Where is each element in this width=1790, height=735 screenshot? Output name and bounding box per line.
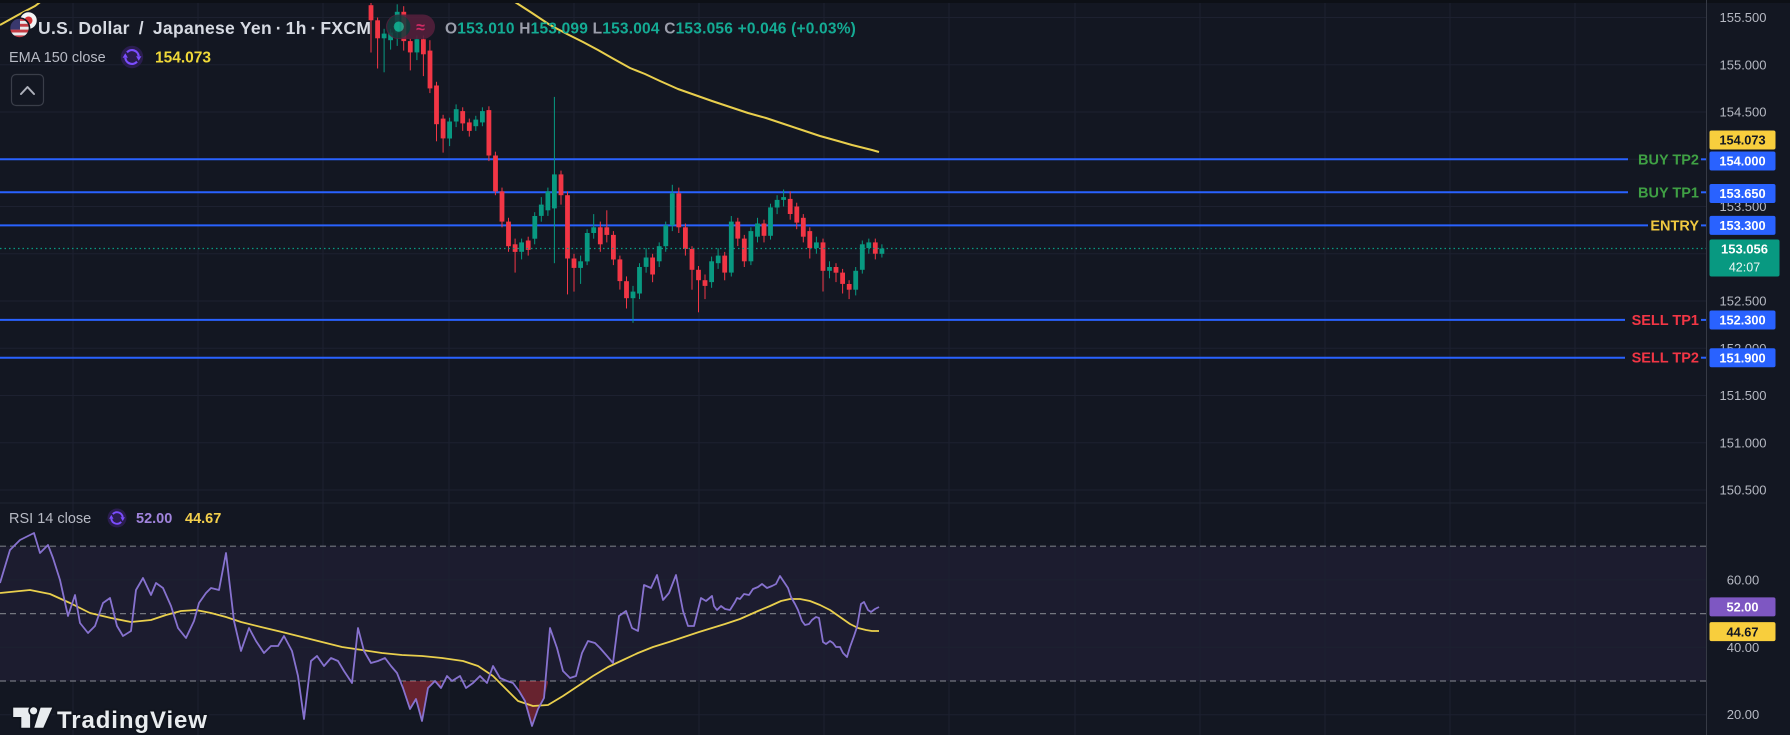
svg-text:52.00: 52.00: [136, 511, 172, 527]
svg-text:ENTRY: ENTRY: [1650, 218, 1699, 234]
svg-text:RSI 14 close: RSI 14 close: [9, 511, 91, 527]
svg-text:150.500: 150.500: [1720, 483, 1767, 498]
svg-text:44.67: 44.67: [1726, 624, 1758, 639]
svg-text:BUY TP2: BUY TP2: [1638, 152, 1699, 168]
svg-text:BUY TP1: BUY TP1: [1638, 185, 1699, 201]
svg-text:O153.010 H153.099 L153.004 C15: O153.010 H153.099 L153.004 C153.056 +0.0…: [445, 21, 856, 38]
svg-text:42:07: 42:07: [1729, 261, 1760, 275]
svg-text:EMA 150 close: EMA 150 close: [9, 50, 106, 66]
svg-text:154.000: 154.000: [1719, 154, 1765, 169]
svg-text:44.67: 44.67: [185, 511, 221, 527]
svg-text:151.500: 151.500: [1720, 388, 1767, 403]
svg-text:60.00: 60.00: [1727, 572, 1760, 587]
svg-text:151.900: 151.900: [1719, 350, 1765, 365]
svg-text:20.00: 20.00: [1727, 707, 1760, 722]
svg-text:155.500: 155.500: [1720, 10, 1767, 25]
svg-text:154.073: 154.073: [1719, 133, 1765, 148]
svg-text:52.00: 52.00: [1726, 600, 1758, 615]
svg-text:154.500: 154.500: [1720, 105, 1767, 120]
svg-text:SELL TP2: SELL TP2: [1632, 351, 1699, 367]
svg-text:151.000: 151.000: [1720, 435, 1767, 450]
svg-text:153.650: 153.650: [1719, 186, 1765, 201]
svg-text:≈: ≈: [416, 20, 425, 37]
svg-text:152.500: 152.500: [1720, 294, 1767, 309]
svg-text:154.073: 154.073: [155, 50, 211, 67]
svg-text:TradingView: TradingView: [57, 707, 208, 734]
svg-text:40.00: 40.00: [1727, 640, 1760, 655]
svg-text:SELL TP1: SELL TP1: [1632, 313, 1699, 329]
svg-text:U.S. Dollar / Japanese Yen ·: U.S. Dollar / Japanese Yen · 1h · FXCM: [38, 18, 371, 38]
svg-text:152.300: 152.300: [1719, 313, 1765, 328]
svg-text:155.000: 155.000: [1720, 57, 1767, 72]
svg-text:153.300: 153.300: [1719, 218, 1765, 233]
svg-text:153.056: 153.056: [1721, 242, 1768, 257]
